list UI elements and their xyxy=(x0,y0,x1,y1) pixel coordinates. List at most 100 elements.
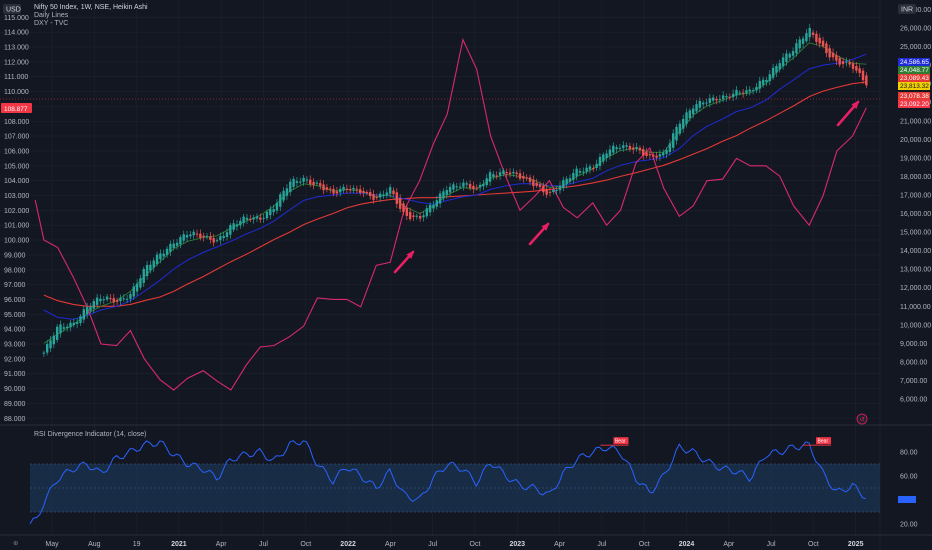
scroll-to-realtime-button[interactable]: ↺ xyxy=(856,413,868,425)
right-tick-label: 11,000.00 xyxy=(900,304,931,311)
x-tick-label: Oct xyxy=(300,541,311,548)
timezone-icon[interactable]: ⊕ xyxy=(13,540,19,547)
candle-body xyxy=(319,183,322,186)
candle-body xyxy=(665,149,668,154)
bear-marker-label: Bear xyxy=(818,438,829,444)
candle-body xyxy=(332,188,335,194)
bear-marker-bg xyxy=(816,437,832,445)
candle-body xyxy=(99,298,102,302)
x-tick-label: Aug xyxy=(88,541,101,548)
candle-body xyxy=(721,95,725,100)
candle-body xyxy=(741,92,745,94)
candle-body xyxy=(448,186,452,193)
candle-body xyxy=(305,179,309,181)
candle-body xyxy=(295,181,299,183)
candle-body xyxy=(718,99,722,101)
candle-body xyxy=(565,178,568,185)
candle-body xyxy=(831,52,835,58)
x-tick-label: 2022 xyxy=(340,541,356,548)
candle-body xyxy=(638,147,642,151)
candle-body xyxy=(765,79,768,83)
right-currency-bg[interactable] xyxy=(898,4,916,14)
bear-marker: Bear xyxy=(803,437,832,446)
timezone-settings-icon[interactable]: ⊕ xyxy=(13,540,19,547)
candle-body xyxy=(598,156,602,166)
candle-body xyxy=(518,173,522,179)
candle-body xyxy=(149,264,152,271)
right-tick-label: 6,000.00 xyxy=(900,397,927,404)
candle-body xyxy=(85,307,89,315)
candle-body xyxy=(615,147,618,150)
candle-body xyxy=(635,146,638,149)
left-tick-label: 96.000 xyxy=(4,297,26,304)
candle-body xyxy=(642,149,645,156)
candle-body xyxy=(292,178,295,187)
candle-body xyxy=(175,242,179,246)
right-tick-label: 8,000.00 xyxy=(900,359,927,366)
candle-body xyxy=(145,264,149,276)
candle-body xyxy=(475,187,478,189)
candle-body xyxy=(79,316,82,323)
candle-body xyxy=(681,118,685,129)
right-tick-label: 19,000.00 xyxy=(900,155,931,162)
candle-body xyxy=(785,53,788,62)
legend-dxy: DXY - TVC xyxy=(34,20,68,27)
candle-body xyxy=(855,66,858,71)
candle-body xyxy=(185,235,189,238)
candle-body xyxy=(49,340,52,349)
candle-body xyxy=(372,194,375,200)
x-tick-label: 2023 xyxy=(510,541,526,548)
candle-body xyxy=(542,185,545,193)
candle-body xyxy=(801,38,805,44)
candle-body xyxy=(462,182,465,187)
candle-body xyxy=(535,182,538,186)
candle-body xyxy=(838,57,841,65)
candle-body xyxy=(662,152,665,156)
candle-body xyxy=(129,294,132,299)
candle-body xyxy=(299,181,302,183)
right-currency-label[interactable]: INR xyxy=(901,7,913,14)
candle-body xyxy=(102,299,105,301)
candle-body xyxy=(865,75,868,86)
rsi-price-axis: 80.00 60.00 20.00 xyxy=(900,450,918,529)
left-currency-label[interactable]: USD xyxy=(6,7,21,14)
price-label-text: 24,048.77 xyxy=(900,67,929,74)
scroll-icon[interactable]: ↺ xyxy=(860,417,866,424)
candle-body xyxy=(748,89,751,92)
candle-body xyxy=(815,33,818,42)
candle-body xyxy=(791,51,795,56)
bear-marker-label: Bear xyxy=(615,438,626,444)
right-tick-label: 12,000.00 xyxy=(900,285,931,292)
candle-body xyxy=(182,234,185,241)
candle-body xyxy=(498,172,502,176)
right-tick-label: 17,000.00 xyxy=(900,192,931,199)
candle-body xyxy=(195,233,199,235)
candle-body xyxy=(678,123,682,134)
arrow-head xyxy=(851,100,860,109)
candle-body xyxy=(738,92,742,94)
candle-body xyxy=(45,343,49,353)
candle-body xyxy=(179,237,182,245)
candle-body xyxy=(688,110,692,119)
candle-body xyxy=(135,283,139,292)
candle-body xyxy=(672,133,675,148)
candle-body xyxy=(805,33,808,42)
candle-body xyxy=(325,187,329,190)
rsi-tick-label: 20.00 xyxy=(900,522,918,529)
candle-body xyxy=(229,225,232,235)
candle-body xyxy=(209,236,212,240)
candle-body xyxy=(618,147,622,149)
candle-body xyxy=(189,234,192,237)
candle-body xyxy=(572,173,575,180)
price-label: 23,813.32 xyxy=(898,82,930,90)
left-currency-bg[interactable] xyxy=(3,4,21,14)
candle-body xyxy=(585,167,588,172)
left-currency-button[interactable]: USD xyxy=(3,4,21,14)
scroll-circle[interactable] xyxy=(856,413,868,425)
bear-marker: Bear xyxy=(600,437,629,446)
right-currency-button[interactable]: INR xyxy=(898,4,916,14)
candle-body xyxy=(415,215,419,217)
candle-body xyxy=(405,207,409,216)
candle-body xyxy=(532,179,535,187)
candle-body xyxy=(825,43,828,54)
